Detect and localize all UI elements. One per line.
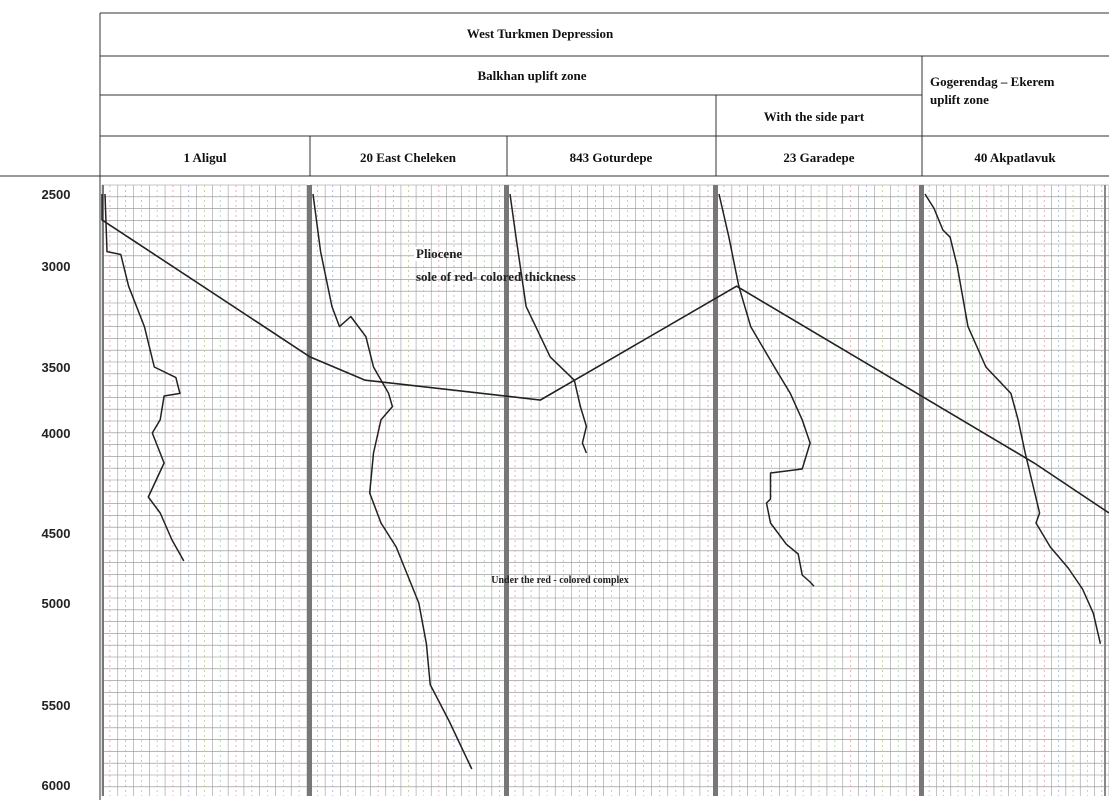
track-border: [307, 185, 312, 796]
balkhan-zone-title: Balkhan uplift zone: [477, 68, 586, 83]
depth-tick-2500: 2500: [42, 187, 71, 202]
depth-tick-3000: 3000: [42, 259, 71, 274]
depth-tick-4500: 4500: [42, 526, 71, 541]
depth-tick-5500: 5500: [42, 698, 71, 713]
depth-tick-3500: 3500: [42, 360, 71, 375]
side-part-label: With the side part: [764, 109, 865, 124]
log-tracks: [101, 184, 1109, 796]
under-complex-label: Under the red - colored complex: [491, 575, 628, 586]
depression-title: West Turkmen Depression: [467, 26, 614, 41]
track-grid-5: [919, 184, 1109, 796]
depth-tick-5000: 5000: [42, 596, 71, 611]
track-border: [102, 185, 104, 796]
pliocene-label-line2: sole of red- colored thickness: [416, 269, 576, 284]
well-label-4: 23 Garadepe: [783, 150, 854, 165]
well-label-2: 20 East Cheleken: [360, 150, 457, 165]
correlation-line: [101, 194, 1109, 514]
gogerendag-zone-title-line2: uplift zone: [930, 92, 989, 107]
annotations: Pliocene sole of red- colored thickness …: [414, 246, 629, 586]
well-log-curve-1: [104, 193, 185, 562]
depth-tick-6000: 6000: [42, 778, 71, 793]
track-grid-4: [713, 184, 923, 796]
well-log-curve-2: [312, 193, 473, 770]
pliocene-label-bg: [414, 247, 430, 261]
pliocene-label-line1: Pliocene: [416, 246, 462, 261]
depth-tick-4000: 4000: [42, 426, 71, 441]
well-label-1: 1 Aligul: [184, 150, 227, 165]
track-border: [919, 185, 924, 796]
header-table: [0, 12, 1109, 800]
depth-axis: 2500 3000 3500 4000 4500 5000 5500 6000: [42, 187, 71, 793]
well-log-curve-3: [509, 193, 588, 454]
track-border-right: [1104, 185, 1106, 796]
gogerendag-zone-title-line1: Gogerendag – Ekerem: [930, 74, 1055, 89]
track-border: [504, 185, 509, 796]
well-label-3: 843 Goturdepe: [570, 150, 653, 165]
log-curves: [101, 193, 1109, 770]
well-label-5: 40 Akpatlavuk: [974, 150, 1056, 165]
well-log-curve-4: [718, 193, 815, 587]
track-grid-1: [101, 184, 308, 796]
well-log-curve-5: [924, 193, 1102, 644]
track-grid-3: [504, 184, 717, 796]
track-border: [713, 185, 718, 796]
